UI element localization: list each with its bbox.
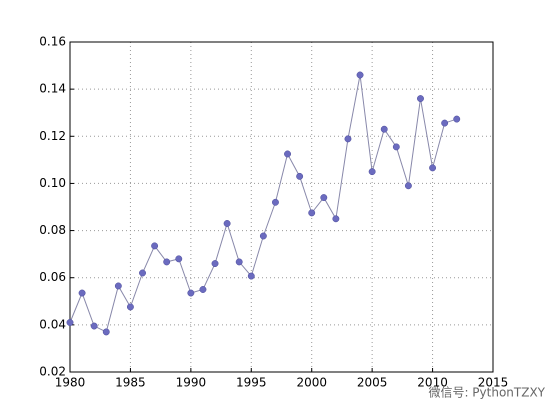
point bbox=[102, 328, 110, 336]
series-line bbox=[69, 74, 457, 333]
y-tick-label: 0.06 bbox=[39, 270, 66, 284]
x-tick-label: 2010 bbox=[417, 376, 448, 390]
point bbox=[187, 289, 195, 297]
point bbox=[90, 322, 98, 330]
y-tick-label: 0.16 bbox=[39, 35, 66, 49]
point bbox=[114, 282, 122, 290]
x-tick-label: 1990 bbox=[176, 376, 207, 390]
point bbox=[380, 125, 388, 133]
y-tick-label: 0.12 bbox=[39, 129, 66, 143]
x-tick-label: 1995 bbox=[236, 376, 267, 390]
x-tick-label: 1980 bbox=[55, 376, 86, 390]
point bbox=[320, 194, 328, 202]
watermark: 微信号: PythonTZXY bbox=[428, 386, 545, 400]
x-tick-label: 2000 bbox=[296, 376, 327, 390]
point bbox=[453, 115, 461, 123]
point bbox=[139, 269, 146, 277]
point bbox=[284, 150, 291, 158]
point bbox=[272, 198, 279, 206]
point bbox=[199, 286, 207, 293]
point bbox=[247, 272, 255, 280]
point bbox=[78, 289, 86, 297]
point bbox=[417, 95, 424, 103]
point bbox=[163, 258, 171, 266]
point bbox=[429, 164, 437, 172]
point bbox=[223, 220, 231, 227]
point bbox=[308, 209, 316, 217]
point bbox=[368, 168, 376, 176]
point bbox=[332, 215, 340, 223]
plot-frame bbox=[69, 41, 494, 373]
y-tick-label: 0.10 bbox=[39, 176, 66, 190]
point bbox=[404, 182, 412, 190]
point bbox=[344, 135, 352, 143]
point bbox=[151, 242, 159, 250]
point bbox=[441, 119, 449, 127]
point bbox=[259, 232, 267, 240]
x-tick-label: 2015 bbox=[478, 376, 509, 390]
point bbox=[235, 258, 243, 266]
point bbox=[175, 255, 183, 263]
y-tick-label: 0.14 bbox=[39, 82, 66, 96]
point bbox=[66, 319, 74, 326]
point bbox=[126, 303, 134, 311]
point bbox=[296, 172, 304, 180]
point bbox=[392, 143, 400, 151]
x-tick-label: 1985 bbox=[115, 376, 146, 390]
point bbox=[356, 71, 364, 79]
y-tick-label: 0.02 bbox=[39, 365, 66, 379]
y-tick-label: 0.08 bbox=[39, 223, 66, 237]
x-tick-label: 2005 bbox=[357, 376, 388, 390]
point bbox=[211, 260, 219, 268]
y-tick-label: 0.04 bbox=[39, 317, 66, 331]
